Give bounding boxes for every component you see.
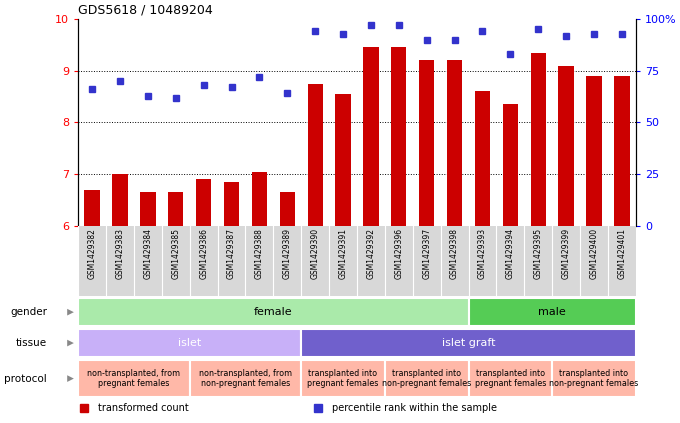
Text: GSM1429399: GSM1429399 — [562, 228, 571, 279]
Text: transplanted into
pregnant females: transplanted into pregnant females — [307, 369, 379, 388]
Bar — [558, 66, 574, 226]
Bar — [503, 104, 518, 226]
Bar — [469, 298, 636, 326]
Bar — [391, 47, 407, 226]
Text: GSM1429389: GSM1429389 — [283, 228, 292, 279]
Bar — [196, 179, 211, 226]
Text: transformed count: transformed count — [98, 403, 188, 413]
Text: GSM1429383: GSM1429383 — [116, 228, 124, 279]
Text: GSM1429382: GSM1429382 — [88, 228, 97, 279]
Bar — [168, 192, 184, 226]
Bar — [586, 76, 602, 226]
Text: GSM1429392: GSM1429392 — [367, 228, 375, 279]
Bar — [614, 76, 630, 226]
Text: GSM1429386: GSM1429386 — [199, 228, 208, 279]
Text: GSM1429387: GSM1429387 — [227, 228, 236, 279]
Text: transplanted into
non-pregnant females: transplanted into non-pregnant females — [382, 369, 471, 388]
Bar — [469, 360, 552, 397]
Bar — [301, 360, 385, 397]
Bar — [385, 360, 469, 397]
Bar — [140, 192, 156, 226]
Text: GDS5618 / 10489204: GDS5618 / 10489204 — [78, 4, 213, 17]
Text: non-transplanted, from
pregnant females: non-transplanted, from pregnant females — [88, 369, 180, 388]
Bar — [78, 298, 469, 326]
Bar — [419, 60, 435, 226]
Bar — [475, 91, 490, 226]
Bar — [78, 360, 190, 397]
Bar — [112, 174, 128, 226]
Text: islet graft: islet graft — [442, 338, 495, 348]
Bar — [307, 84, 323, 226]
Bar — [301, 329, 636, 357]
Bar — [190, 360, 301, 397]
Bar — [530, 52, 546, 226]
Text: GSM1429384: GSM1429384 — [143, 228, 152, 279]
Text: transplanted into
non-pregnant females: transplanted into non-pregnant females — [549, 369, 639, 388]
Text: GSM1429395: GSM1429395 — [534, 228, 543, 279]
Text: GSM1429396: GSM1429396 — [394, 228, 403, 279]
Text: gender: gender — [10, 307, 47, 317]
Text: GSM1429394: GSM1429394 — [506, 228, 515, 279]
Text: islet: islet — [178, 338, 201, 348]
Bar — [335, 94, 351, 226]
Text: GSM1429398: GSM1429398 — [450, 228, 459, 279]
Text: male: male — [539, 307, 566, 317]
Text: GSM1429393: GSM1429393 — [478, 228, 487, 279]
Text: GSM1429400: GSM1429400 — [590, 228, 598, 279]
Text: protocol: protocol — [4, 374, 47, 384]
Bar — [252, 172, 267, 226]
Text: GSM1429388: GSM1429388 — [255, 228, 264, 279]
Text: GSM1429390: GSM1429390 — [311, 228, 320, 279]
Text: female: female — [254, 307, 292, 317]
Text: GSM1429401: GSM1429401 — [617, 228, 626, 279]
Bar — [224, 182, 239, 226]
Bar — [447, 60, 462, 226]
Text: non-transplanted, from
non-pregnant females: non-transplanted, from non-pregnant fema… — [199, 369, 292, 388]
Text: GSM1429397: GSM1429397 — [422, 228, 431, 279]
Text: GSM1429385: GSM1429385 — [171, 228, 180, 279]
Bar — [363, 47, 379, 226]
Bar — [552, 360, 636, 397]
Bar — [279, 192, 295, 226]
Text: percentile rank within the sample: percentile rank within the sample — [332, 403, 497, 413]
Bar — [78, 329, 301, 357]
Text: GSM1429391: GSM1429391 — [339, 228, 347, 279]
Text: transplanted into
pregnant females: transplanted into pregnant females — [475, 369, 546, 388]
Bar — [84, 190, 100, 226]
Text: tissue: tissue — [16, 338, 47, 348]
